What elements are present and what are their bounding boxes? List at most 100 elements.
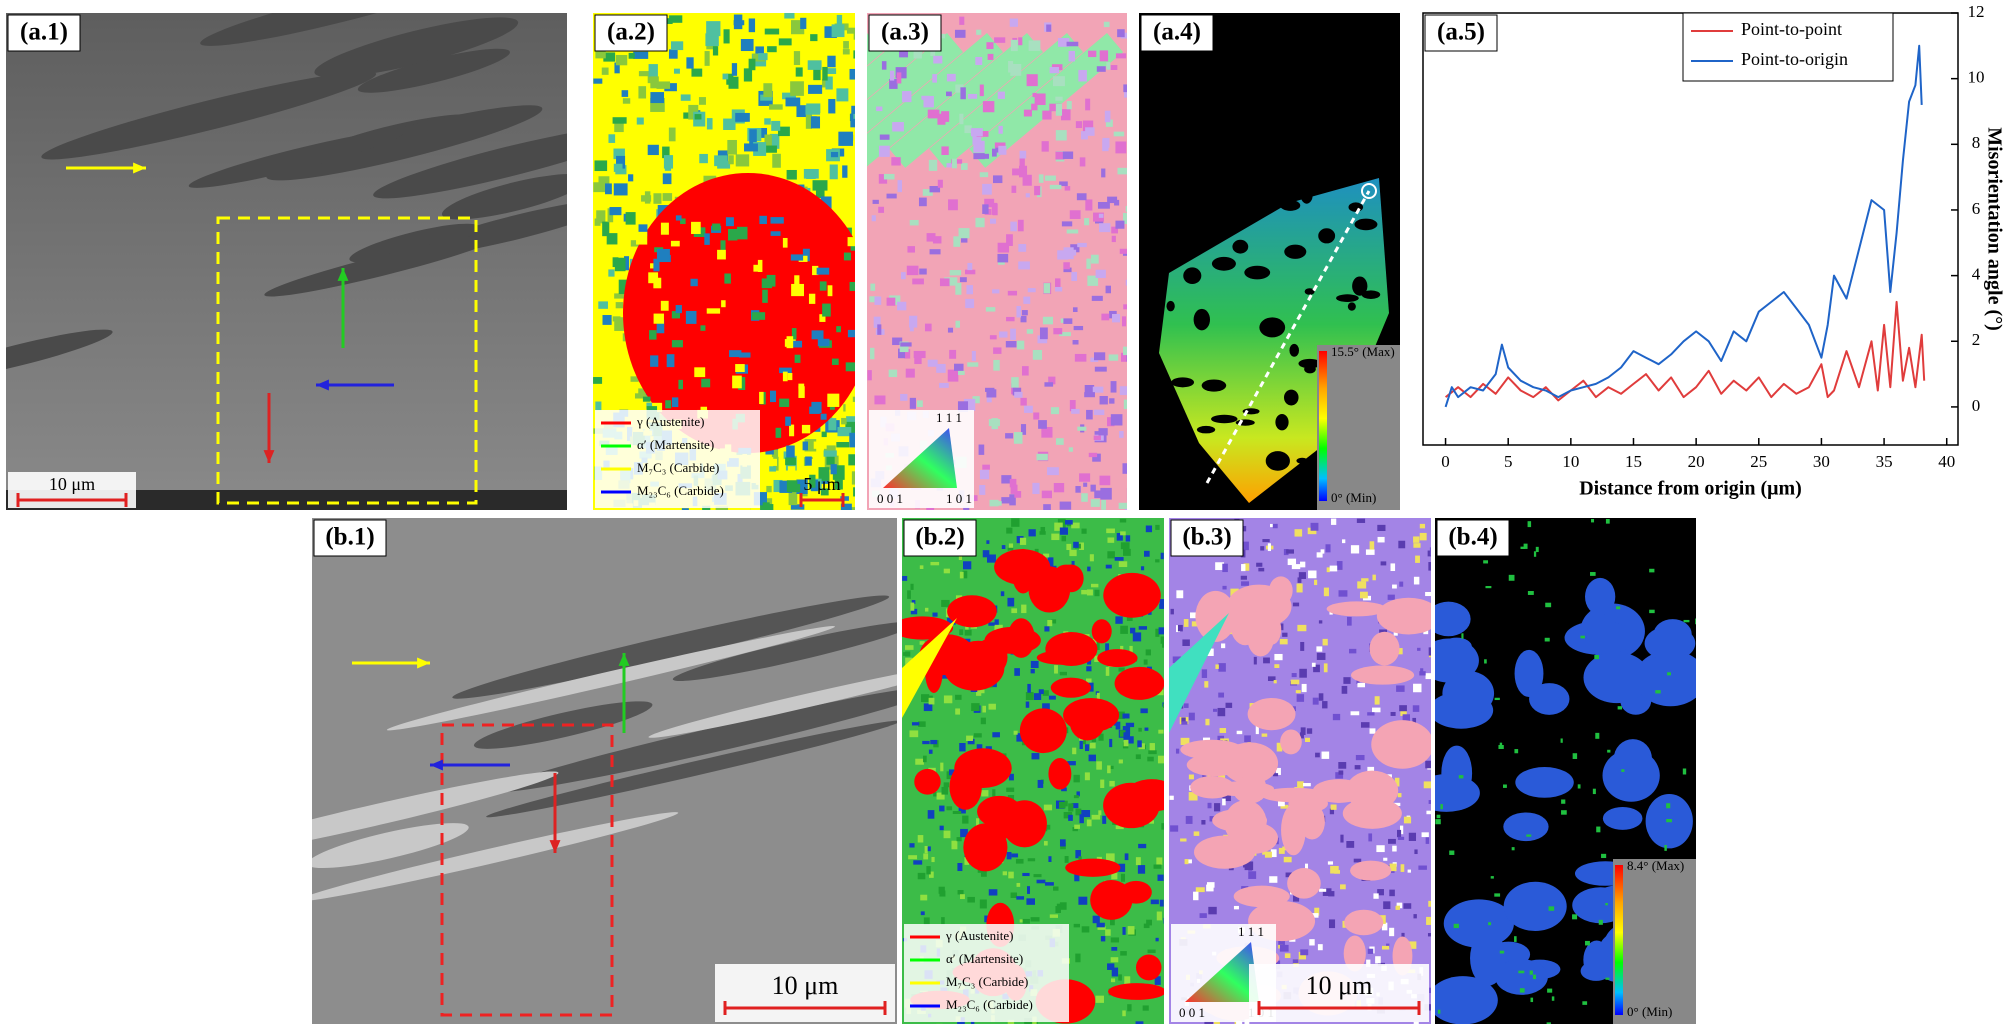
texture [1075, 486, 1081, 493]
texture [1020, 315, 1027, 323]
texture [794, 354, 801, 363]
texture [1115, 721, 1121, 730]
texture [1078, 70, 1087, 82]
panel-label: (a.4) [1153, 19, 1201, 46]
texture [785, 416, 791, 426]
texture [1120, 542, 1130, 550]
texture [638, 388, 651, 396]
texture [795, 67, 803, 77]
texture [965, 298, 975, 309]
texture [908, 855, 918, 860]
texture [1188, 792, 1198, 801]
texture [1135, 954, 1162, 981]
texture [1403, 816, 1412, 824]
ipf-label: 0 0 1 [877, 491, 903, 506]
texture [823, 450, 837, 457]
texture [1113, 131, 1125, 137]
texture [1503, 812, 1549, 842]
texture [793, 51, 801, 65]
texture [977, 795, 1022, 828]
texture [1010, 892, 1018, 898]
texture [1114, 557, 1124, 561]
texture [1264, 851, 1272, 858]
scale-bar-box [8, 472, 136, 508]
texture [656, 248, 670, 262]
texture [853, 487, 855, 497]
texture [1470, 930, 1506, 986]
texture [939, 805, 945, 812]
scale-bar-label: 10 μm [49, 474, 95, 494]
texture [840, 503, 852, 510]
texture [1026, 898, 1035, 905]
texture [694, 114, 702, 120]
texture [1407, 869, 1411, 873]
texture [605, 183, 612, 195]
texture [965, 269, 976, 275]
texture [919, 565, 924, 569]
texture [1170, 825, 1179, 832]
label-box [1140, 14, 1214, 52]
texture [946, 617, 956, 625]
texture [973, 140, 985, 153]
texture [878, 145, 890, 157]
texture [920, 894, 928, 901]
texture [1081, 589, 1087, 595]
texture [314, 17, 519, 78]
texture [1092, 453, 1101, 462]
texture [1399, 825, 1404, 835]
texture [873, 316, 881, 328]
texture [1053, 482, 1065, 493]
texture [1042, 110, 1052, 120]
texture [1390, 711, 1396, 716]
texture [973, 153, 985, 160]
texture [1217, 707, 1226, 717]
texture [1414, 849, 1418, 855]
texture [790, 81, 804, 96]
texture [1232, 239, 1249, 254]
texture [1096, 922, 1105, 928]
texture [824, 26, 837, 38]
texture [1596, 826, 1601, 833]
texture [1514, 936, 1517, 942]
texture [1400, 707, 1407, 716]
scale-bar-label: 5 μm [803, 474, 840, 494]
texture [1038, 420, 1047, 429]
texture [820, 488, 829, 496]
texture [1259, 317, 1286, 338]
texture [1188, 712, 1195, 721]
texture [670, 41, 684, 51]
texture [1320, 549, 1325, 554]
texture [1211, 414, 1238, 424]
texture [1058, 37, 1070, 47]
texture [930, 739, 938, 745]
texture [1544, 637, 1550, 642]
data-line [1444, 44, 1923, 408]
texture [1311, 662, 1316, 667]
texture [653, 313, 664, 324]
texture [1082, 738, 1086, 745]
texture [758, 53, 768, 61]
texture [851, 105, 855, 114]
texture [1129, 645, 1133, 655]
texture [1367, 766, 1375, 772]
texture [1499, 742, 1503, 746]
texture [650, 76, 659, 89]
texture [1137, 740, 1142, 748]
texture [1015, 858, 1024, 864]
texture [1183, 703, 1189, 708]
texture [907, 246, 915, 253]
texture [982, 204, 989, 214]
texture [1037, 335, 1048, 344]
texture [810, 116, 821, 129]
texture [966, 285, 973, 295]
texture [993, 347, 1002, 354]
texture [1102, 137, 1110, 148]
texture [994, 142, 1006, 149]
texture [954, 29, 966, 38]
texture [615, 302, 624, 309]
texture [1016, 340, 1025, 350]
texture [948, 199, 958, 211]
texture [936, 792, 945, 800]
texture [1417, 647, 1421, 651]
x-axis-label: Distance from origin (μm) [1579, 478, 1802, 500]
